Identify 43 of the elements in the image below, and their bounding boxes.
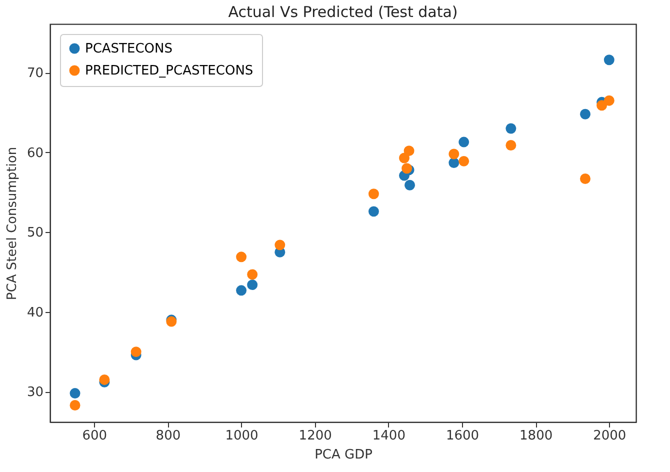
point <box>368 188 379 200</box>
point <box>448 158 460 168</box>
x-tick-label: 1400 <box>372 428 406 444</box>
point <box>604 95 614 106</box>
x-tick-label: 800 <box>156 428 181 444</box>
point <box>448 148 460 160</box>
point <box>130 346 142 358</box>
x-tick-label: 1200 <box>298 428 332 444</box>
point <box>236 285 247 296</box>
y-tick-label: 30 <box>26 385 44 400</box>
y-tick-label: 40 <box>26 305 44 320</box>
y-tick-label: 50 <box>26 226 44 241</box>
x-tick-label: 600 <box>82 428 108 444</box>
y-tick-label: 60 <box>26 146 44 161</box>
point <box>70 388 80 399</box>
point <box>604 54 614 66</box>
point <box>247 280 258 290</box>
point <box>580 174 590 184</box>
x-tick-label: 1800 <box>520 428 553 444</box>
chart-title: Actual Vs Predicted (Test data) <box>228 3 458 21</box>
point <box>506 140 516 150</box>
point <box>596 100 608 111</box>
point <box>368 206 379 217</box>
point <box>458 156 470 166</box>
point <box>236 252 247 262</box>
y-axis-title: PCA Steel Consumption <box>4 146 20 300</box>
point <box>399 152 410 164</box>
point <box>70 400 80 410</box>
point <box>247 269 258 280</box>
y-tick-label: 70 <box>26 66 44 82</box>
point <box>404 180 416 190</box>
x-tick-label: 1600 <box>446 428 480 444</box>
point <box>580 108 590 120</box>
point <box>274 240 286 250</box>
legend-label: PCASTECONS <box>85 42 173 56</box>
point <box>404 146 414 156</box>
point <box>99 374 110 385</box>
point <box>506 123 516 134</box>
x-axis-title: PCA GDP <box>314 448 373 462</box>
x-tick-label: 1000 <box>225 428 258 444</box>
legend-label: PREDICTED_PCASTECONS <box>85 64 254 78</box>
point <box>458 136 470 148</box>
x-tick-label: 2000 <box>593 428 626 444</box>
